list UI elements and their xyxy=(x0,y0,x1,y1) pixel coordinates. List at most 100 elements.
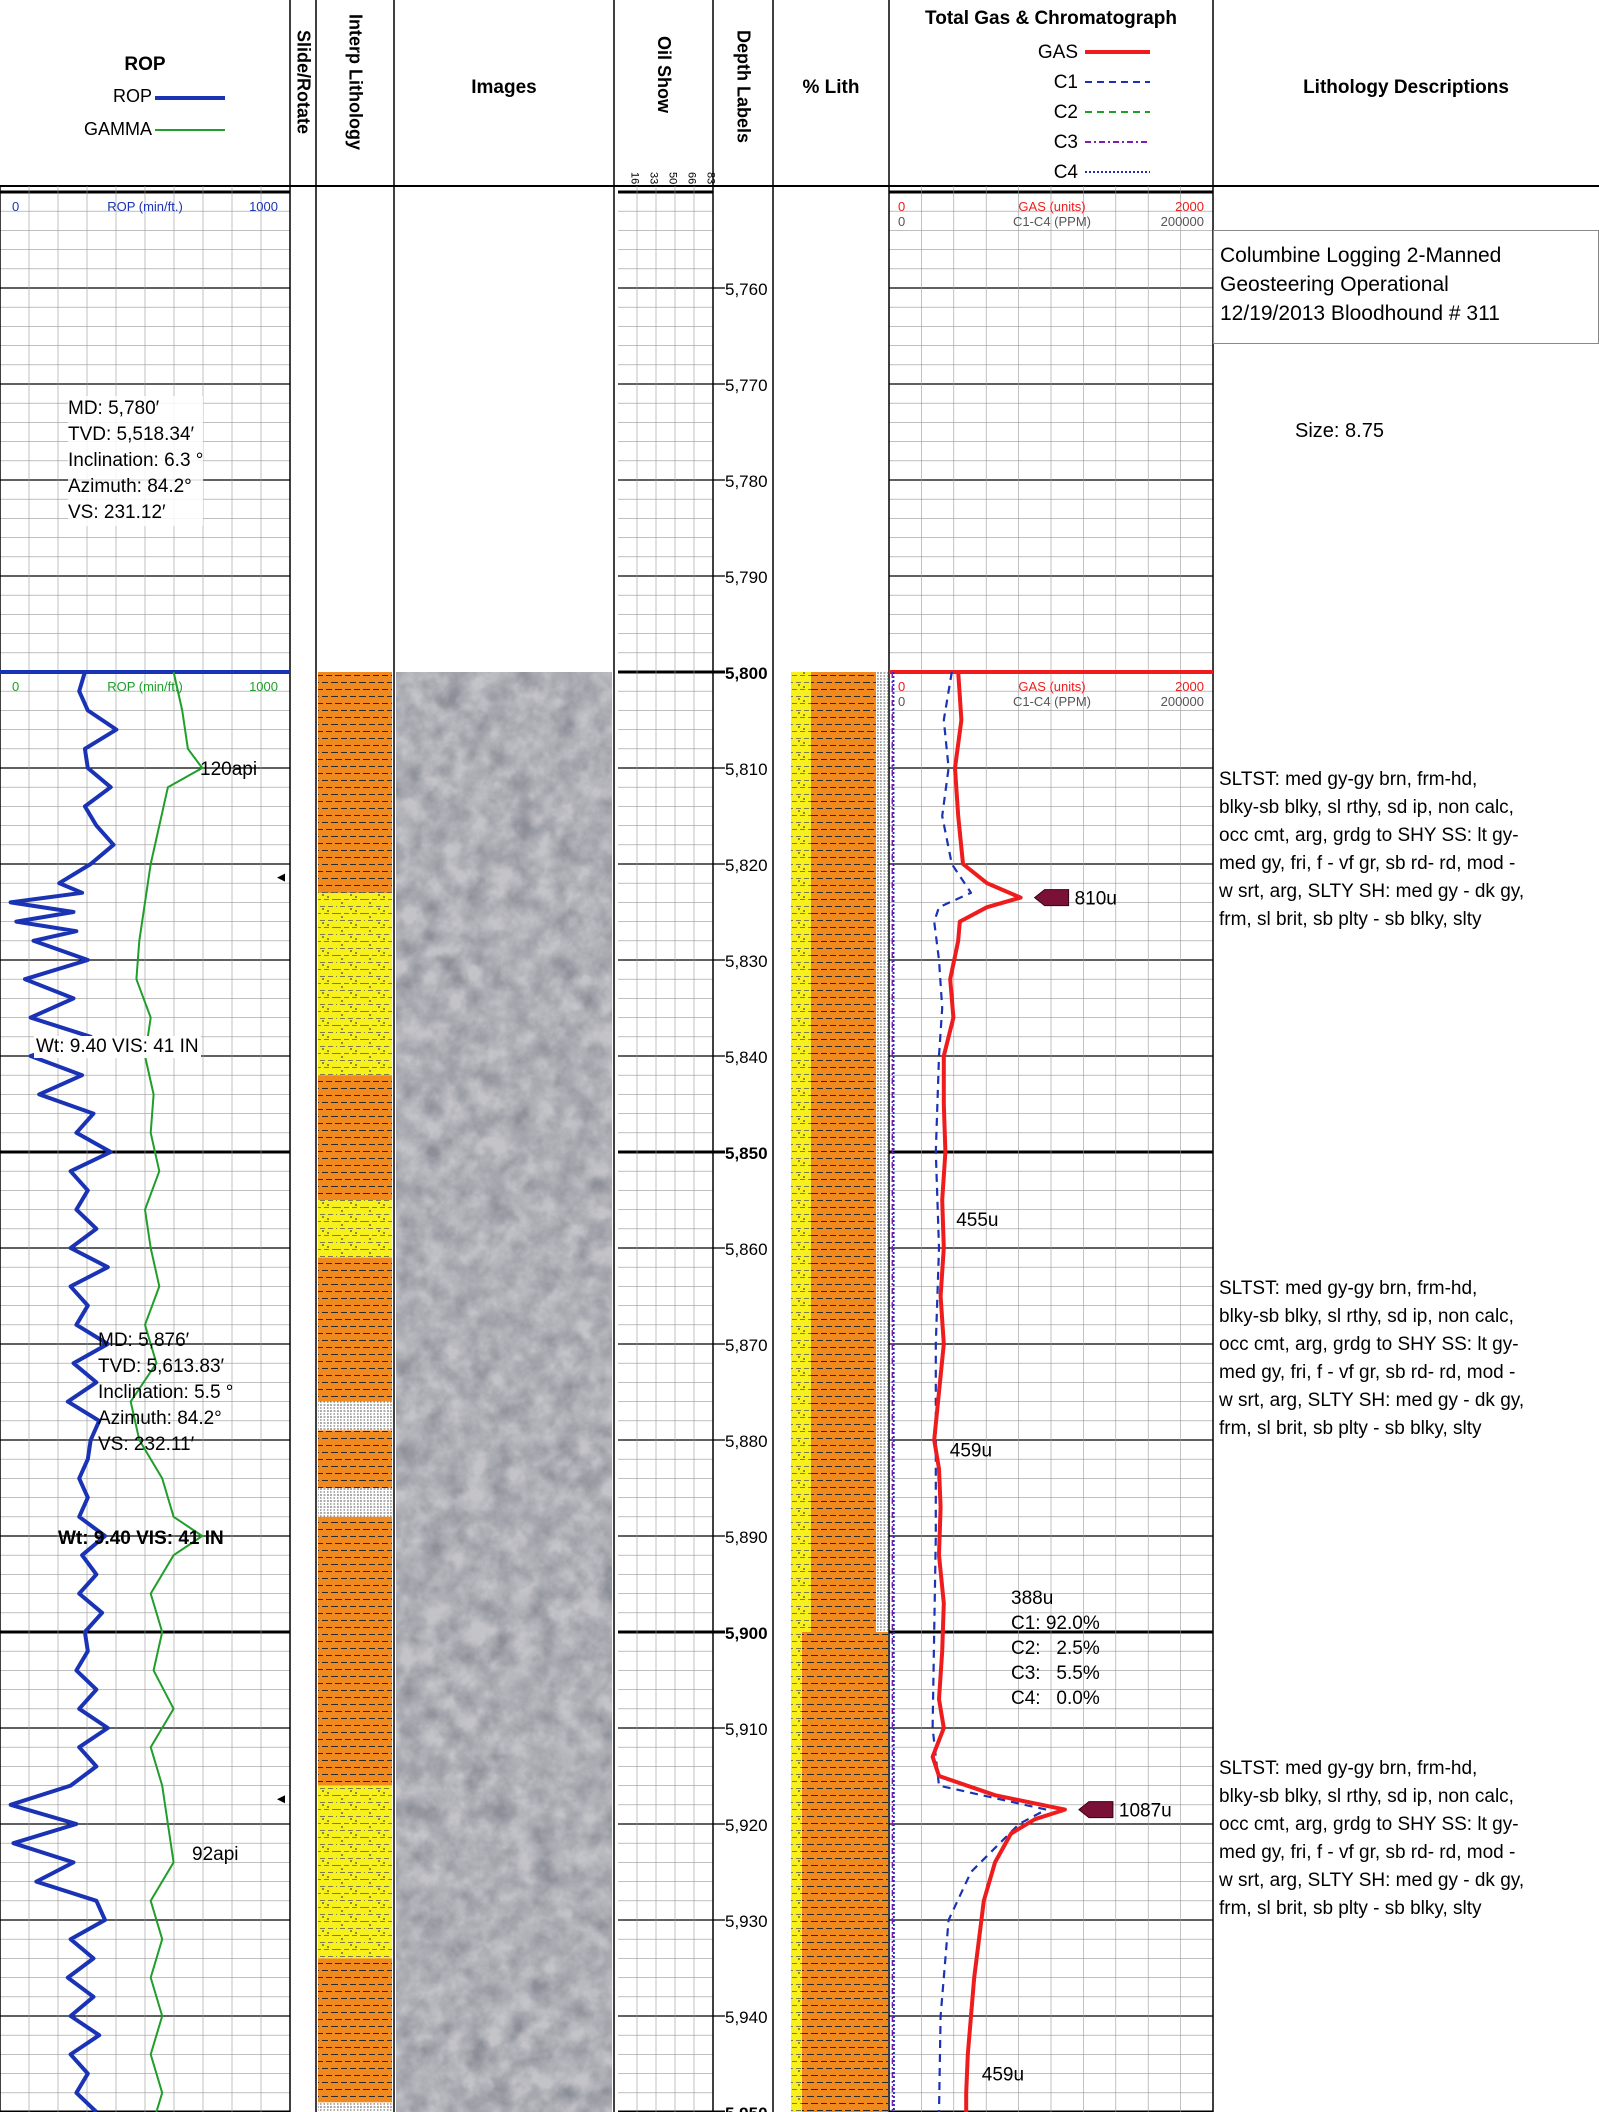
survey-2-md: MD: 5,876′ xyxy=(98,1330,190,1351)
cuttings-photo-texture xyxy=(396,1632,612,1728)
rop-scale-min: 0 xyxy=(12,679,19,694)
depth-label: 5,810 xyxy=(725,760,768,779)
gamma-value-label: 120api xyxy=(200,759,257,780)
interp-lithology-header: Interp Lithology xyxy=(345,14,366,150)
survey-1-md: MD: 5,780′ xyxy=(68,398,160,419)
oil-show-tick-label: 16 xyxy=(629,172,641,184)
survey-2-azimuth: Azimuth: 84.2° xyxy=(98,1408,222,1429)
readout-c2: C2: 2.5% xyxy=(1011,1638,1100,1659)
depth-label: 5,890 xyxy=(725,1528,768,1547)
depth-label: 5,910 xyxy=(725,1720,768,1739)
lithology-descriptions-header: Lithology Descriptions xyxy=(1303,77,1509,98)
pct-lith-shale xyxy=(802,1632,888,2112)
interp-lithology-interval xyxy=(318,1430,392,1488)
mud-properties-1: Wt: 9.40 VIS: 41 IN xyxy=(34,1036,201,1058)
cuttings-photo-texture xyxy=(396,1728,612,1824)
depth-label: 5,940 xyxy=(725,2008,768,2027)
readout-c4: C4: 0.0% xyxy=(1011,1688,1100,1709)
slide-marker-icon xyxy=(277,1795,285,1804)
lithology-description: SLTST: med gy-gy brn, frm-hd, blky-sb blk… xyxy=(1219,769,1525,930)
gamma-legend-label: GAMMA xyxy=(83,119,152,139)
gamma-value-label: 92api xyxy=(192,1844,239,1865)
rop-scale-label: ROP (min/ft.) xyxy=(107,199,183,214)
mud-properties-2: Wt: 9.40 VIS: 41 IN xyxy=(58,1528,224,1549)
depth-label: 5,770 xyxy=(725,376,768,395)
gas-legend-label: C1 xyxy=(1054,72,1078,93)
cuttings-photo-texture xyxy=(396,1920,612,2016)
gas-header: Total Gas & Chromatograph xyxy=(889,0,1213,186)
depth-label: 5,920 xyxy=(725,1816,768,1835)
gas-peak-flag-icon xyxy=(1033,889,1070,907)
gas-value-label: 459u xyxy=(982,2065,1024,2086)
depth-label: 5,950 xyxy=(725,2104,768,2112)
rop-scale-label: ROP (min/ft.) xyxy=(107,679,183,694)
gas-scale-max: 2000 xyxy=(1175,679,1204,694)
lithology-description: SLTST: med gy-gy brn, frm-hd, blky-sb blk… xyxy=(1219,1277,1525,1439)
gas-value-label: 1087u xyxy=(1119,1801,1172,1822)
interp-lithology-interval xyxy=(318,1785,392,1959)
interp-lithology-interval xyxy=(318,1075,392,1200)
cuttings-photo-texture xyxy=(396,1440,612,1536)
images-header: Images xyxy=(471,77,537,98)
survey-block-2: MD: 5,876′ TVD: 5,613.83′ Inclination: 5… xyxy=(98,1328,233,1458)
rop-legend-label: ROP xyxy=(112,86,152,106)
cuttings-photo-texture xyxy=(396,672,612,768)
rop-scale-min: 0 xyxy=(12,199,19,214)
interp-lithology-interval xyxy=(318,1488,392,1517)
report-box: Columbine Logging 2-Manned Geosteering O… xyxy=(1213,230,1599,344)
interp-lithology-interval xyxy=(318,1958,392,2103)
gas-scale-max: 2000 xyxy=(1175,199,1204,214)
chrom-scale-max: 200000 xyxy=(1161,694,1204,709)
depth-label: 5,850 xyxy=(725,1144,768,1163)
gas-value-label: 459u xyxy=(950,1441,992,1462)
slide-rotate-header: Slide/Rotate xyxy=(293,30,314,135)
rop-scale-max: 1000 xyxy=(249,679,278,694)
depth-label: 5,870 xyxy=(725,1336,768,1355)
depth-label: 5,760 xyxy=(725,280,768,299)
survey-2-inclination: Inclination: 5.5 ° xyxy=(98,1382,234,1403)
interp-lithology-interval xyxy=(318,1200,392,1258)
rop-curve xyxy=(8,671,119,2112)
depth-label: 5,880 xyxy=(725,1432,768,1451)
rop-title: ROP xyxy=(124,54,166,75)
depth-label: 5,930 xyxy=(725,1912,768,1931)
chrom-scale-min: 0 xyxy=(898,214,905,229)
pct-lith-limestone xyxy=(876,672,888,1632)
readout-c1: C1: 92.0% xyxy=(1011,1613,1100,1634)
survey-1-azimuth: Azimuth: 84.2° xyxy=(68,476,192,497)
pct-lith-header: % Lith xyxy=(802,77,860,98)
cuttings-photo-texture xyxy=(396,1536,612,1632)
cuttings-photo-texture xyxy=(396,2016,612,2112)
gas-peak-flag-icon xyxy=(1078,1801,1114,1819)
cuttings-photo-texture xyxy=(396,1248,612,1344)
gas-scale-min: 0 xyxy=(898,199,905,214)
depth-label: 5,780 xyxy=(725,472,768,491)
interp-lithology-interval xyxy=(318,2102,392,2112)
gas-header-title: Total Gas & Chromatograph xyxy=(925,8,1177,29)
oil-show-tick-label: 66 xyxy=(686,172,698,184)
cuttings-photo-texture xyxy=(396,1824,612,1920)
cuttings-photo-texture xyxy=(396,1056,612,1152)
cuttings-photo-texture xyxy=(396,768,612,864)
slide-marker-icon xyxy=(277,873,285,882)
pct-lith-sand xyxy=(791,672,811,1632)
depth-label: 5,830 xyxy=(725,952,768,971)
gas-legend-label: GAS xyxy=(1038,42,1078,63)
cuttings-photo-texture xyxy=(396,1344,612,1440)
oil-show-header: Oil Show xyxy=(654,36,674,114)
depth-label: 5,790 xyxy=(725,568,768,587)
survey-1-tvd: TVD: 5,518.34′ xyxy=(68,424,195,445)
interp-lithology-interval xyxy=(318,892,392,1076)
report-line-1: Columbine Logging 2-Manned xyxy=(1220,244,1502,267)
survey-1-vs: VS: 231.12′ xyxy=(68,502,166,523)
readout-c3: C3: 5.5% xyxy=(1011,1663,1100,1684)
readout-total: 388u xyxy=(1011,1588,1054,1609)
chrom-scale-label: C1-C4 (PPM) xyxy=(1013,694,1091,709)
survey-1-inclination: Inclination: 6.3 ° xyxy=(68,450,204,471)
survey-2-vs: VS: 232.11′ xyxy=(98,1434,195,1455)
oil-show-tick-label: 50 xyxy=(667,172,679,184)
cuttings-photo-texture xyxy=(396,960,612,1056)
chrom-scale-min: 0 xyxy=(898,694,905,709)
depth-label: 5,820 xyxy=(725,856,768,875)
